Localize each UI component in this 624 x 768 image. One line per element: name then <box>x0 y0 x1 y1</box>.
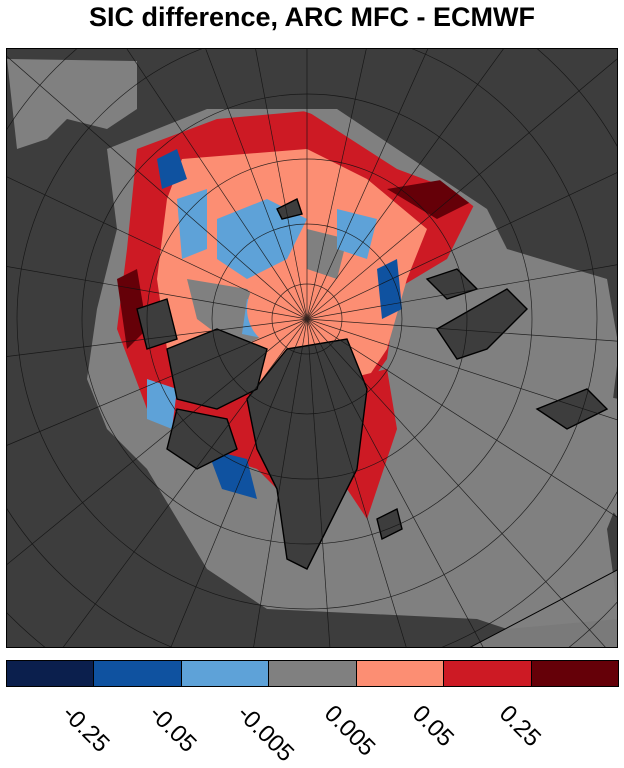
colorbar-tick-label: -0.005 <box>231 700 299 768</box>
colorbar-tick-label: -0.05 <box>144 700 202 758</box>
colorbar-tick-label: -0.25 <box>56 700 115 758</box>
polar-map <box>6 48 618 648</box>
colorbar-swatch-1 <box>94 661 182 686</box>
colorbar-swatch-3 <box>269 661 357 686</box>
land-masses <box>136 198 609 570</box>
colorbar-tick-label: 0.005 <box>319 700 381 762</box>
colorbar-swatch-5 <box>444 661 532 686</box>
colorbar-swatch-0 <box>7 661 95 686</box>
colorbar-swatch-6 <box>531 661 618 686</box>
colorbar-tick-label: 0.25 <box>494 700 547 753</box>
colorbar-swatch-2 <box>181 661 270 686</box>
colorbar-swatch-4 <box>356 661 445 686</box>
domain-boundary <box>469 569 617 647</box>
figure-title: SIC difference, ARC MFC - ECMWF <box>88 2 535 32</box>
graticule <box>7 49 617 647</box>
colorbar <box>6 660 619 687</box>
colorbar-tick-label: 0.05 <box>406 700 459 753</box>
